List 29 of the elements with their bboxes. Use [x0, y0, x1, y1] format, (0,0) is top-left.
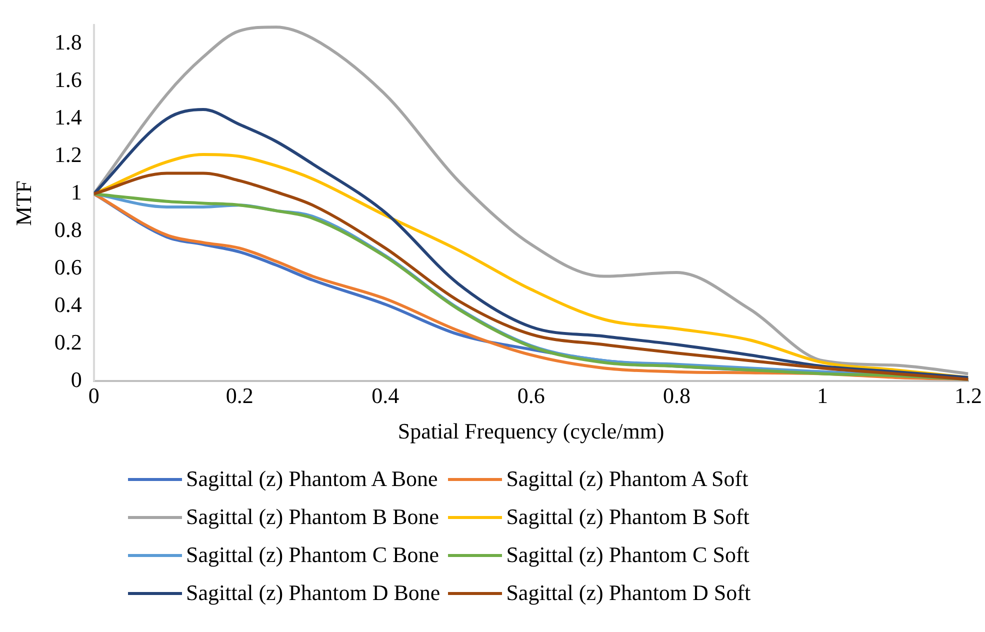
y-axis-title: MTF	[10, 180, 36, 226]
legend-label: Sagittal (z) Phantom B Bone	[186, 504, 439, 530]
x-tick-label: 0.6	[517, 383, 545, 408]
legend-label: Sagittal (z) Phantom C Soft	[506, 542, 750, 568]
x-tick-label: 1.2	[954, 383, 982, 408]
y-tick-label: 1	[70, 180, 82, 205]
x-tick-label: 0	[88, 383, 100, 408]
x-tick-label: 1	[817, 383, 828, 408]
y-tick-label: 1.2	[54, 142, 82, 168]
x-tick-label: 0.8	[663, 383, 691, 408]
legend-label: Sagittal (z) Phantom D Bone	[186, 580, 440, 606]
y-tick-label: 0.8	[54, 217, 82, 242]
legend-label: Sagittal (z) Phantom C Bone	[186, 542, 439, 568]
y-tick-label: 1.4	[54, 104, 82, 130]
y-tick-label: 1.8	[54, 30, 82, 55]
legend-label: Sagittal (z) Phantom A Soft	[506, 466, 748, 492]
legend-label: Sagittal (z) Phantom D Soft	[506, 580, 751, 606]
y-tick-label: 0.6	[54, 254, 82, 280]
line-series	[94, 26, 968, 376]
x-tick-label: 0.2	[226, 383, 254, 408]
x-axis-title: Spatial Frequency (cycle/mm)	[398, 418, 664, 444]
x-tick-label: 0.4	[372, 383, 400, 408]
legend-label: Sagittal (z) Phantom A Bone	[186, 466, 438, 492]
y-tick-label: 0.4	[54, 292, 82, 318]
legend-label: Sagittal (z) Phantom B Soft	[506, 504, 750, 530]
y-tick-label: 1.6	[54, 67, 82, 92]
line-series	[94, 108, 968, 379]
y-tick-label: 0	[70, 366, 82, 392]
y-tick-label: 0.2	[54, 330, 82, 355]
